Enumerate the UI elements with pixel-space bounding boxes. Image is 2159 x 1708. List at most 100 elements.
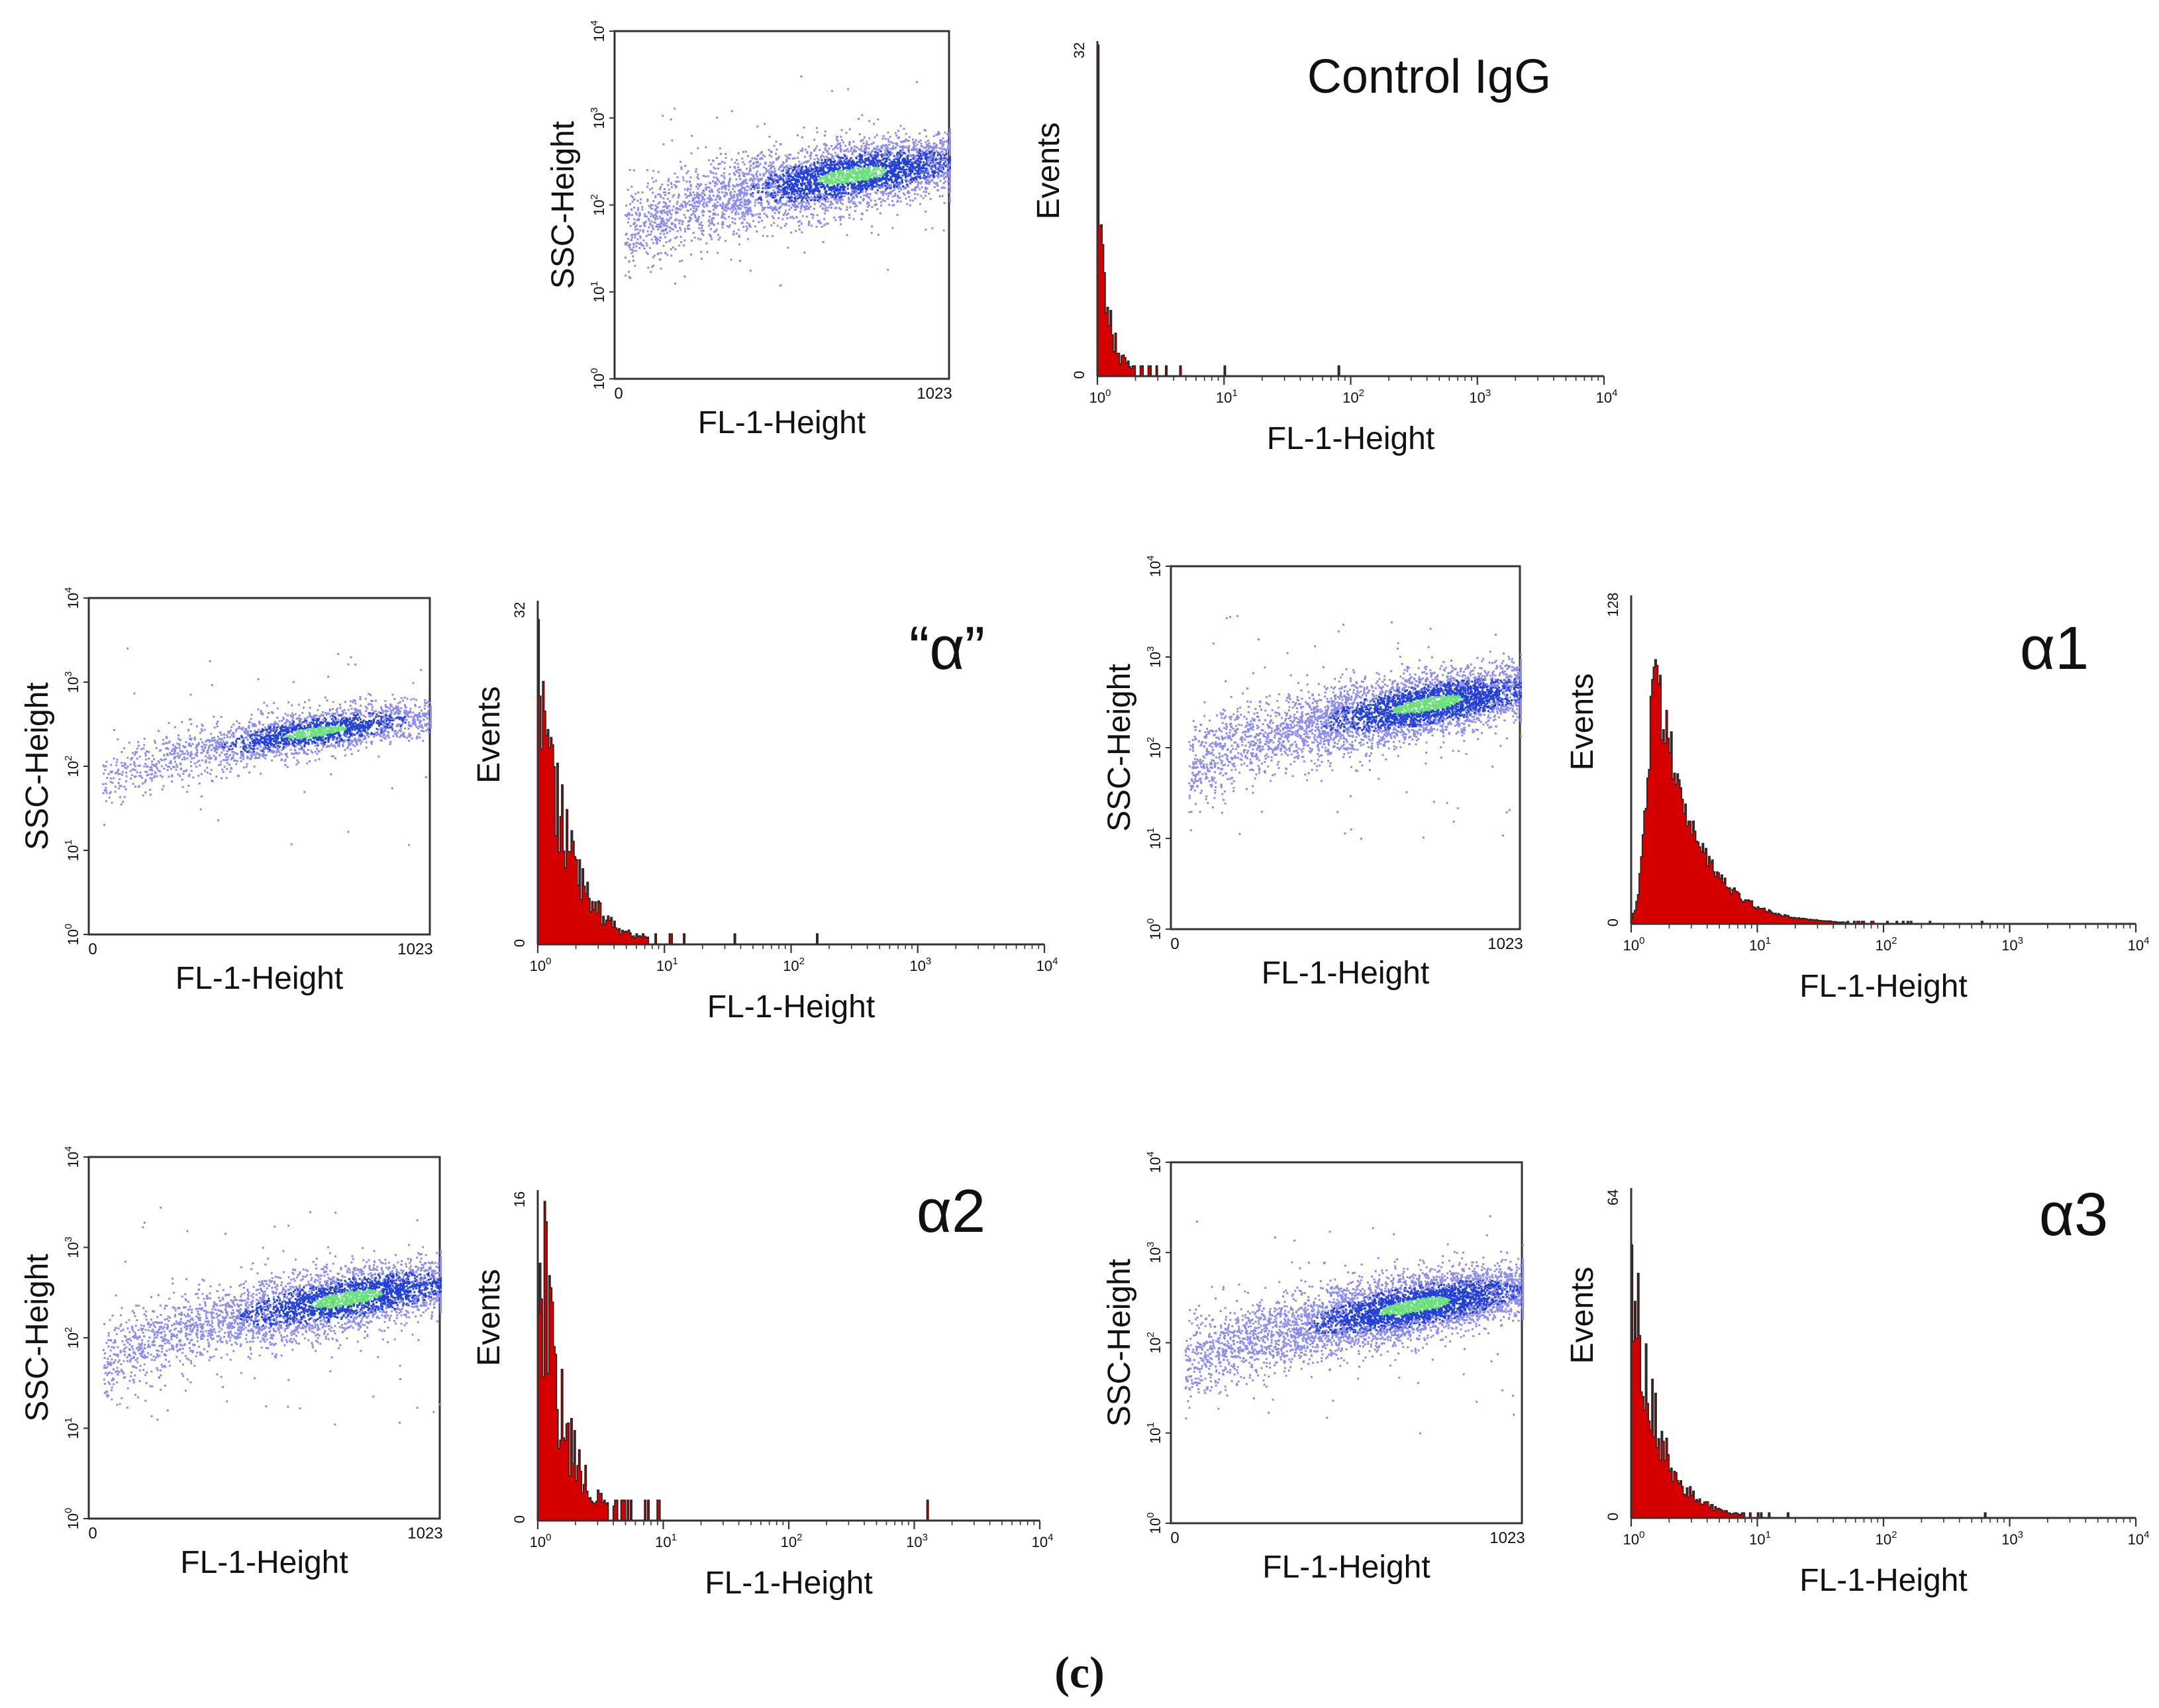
a1-scatter-ytick-label-1: 101 [1145,828,1164,850]
a3-hist-ylabel: Events [1565,1267,1600,1364]
a2-scatter-xtick-label-1: 1023 [407,1525,442,1542]
a3-hist-xtick-label-2: 102 [1876,1529,1897,1548]
a2-hist-chart: 100 101 102 103 104 0 16 FL-1-Height Events α2 [472,1178,1053,1601]
igg-hist-group-title: Control IgG [1307,50,1551,103]
a1-scatter-xtick-label-1: 1023 [1487,935,1523,953]
a1-scatter-xtick-label-0: 0 [1170,935,1179,953]
a2-scatter-xlabel: FL-1-Height [180,1545,348,1580]
igg-scatter-ytick-label-1: 101 [589,281,607,303]
igg-scatter-xtick-label-1: 1023 [917,385,952,403]
a2-hist-xtick-label-1: 101 [655,1532,677,1550]
a3-scatter-ytick-label-0: 100 [1145,1513,1164,1534]
a-hist-xtick-label-3: 103 [909,956,931,974]
a3-hist-ytick-label-0: 0 [1605,1513,1621,1521]
a-hist-xtick-label-1: 101 [656,956,678,974]
igg-hist-chart: 100 101 102 103 104 0 32 FL-1-Height Events Contr… [1031,41,1617,456]
a-hist-ytick-label-1: 32 [511,602,528,618]
a-hist-group-title: “α” [909,615,985,682]
a2-hist-group-title: α2 [917,1178,985,1245]
igg-hist-ytick-label-1: 32 [1071,42,1087,58]
a-scatter-xtick-label-1: 1023 [397,940,432,958]
a2-scatter-ytick-label-1: 101 [63,1417,81,1439]
a-scatter-ylabel: SSC-Height [20,682,55,850]
a3-scatter-xtick-label-0: 0 [1170,1529,1179,1547]
a-scatter-ytick-label-0: 100 [63,924,81,946]
a2-hist-ytick-label-1: 16 [511,1191,528,1207]
charts-layer: 100 101 102 103 104 0 1023 FL-1-Height SSC-Heigh… [20,21,2149,1601]
a-scatter-xlabel: FL-1-Height [176,961,343,996]
a-scatter-ytick-label-2: 102 [63,756,81,778]
a2-scatter-ylabel: SSC-Height [20,1254,55,1421]
a1-scatter-ylabel: SSC-Height [1102,664,1137,831]
a3-scatter-xtick-label-1: 1023 [1489,1529,1525,1547]
a2-scatter-ytick-label-4: 104 [63,1146,81,1168]
a3-hist-xtick-label-0: 100 [1623,1529,1645,1548]
a3-scatter-ytick-label-4: 104 [1145,1152,1164,1174]
igg-scatter-ytick-label-2: 102 [589,194,607,216]
igg-hist-xtick-label-1: 101 [1216,387,1238,406]
a3-hist-ytick-label-1: 64 [1605,1189,1621,1205]
a-scatter-chart: 100 101 102 103 104 0 1023 FL-1-Height SSC-Heigh… [20,587,433,996]
igg-scatter-ytick-label-0: 100 [589,368,607,390]
a1-scatter-chart: 100 101 102 103 104 0 1023 FL-1-Height SSC-Heigh… [1102,556,1523,991]
a-hist-ytick-label-0: 0 [511,939,528,947]
igg-hist-ylabel: Events [1031,123,1066,220]
igg-scatter-events [624,75,951,287]
a2-hist-xtick-label-3: 103 [906,1532,928,1550]
a3-hist-xtick-label-3: 103 [2001,1529,2023,1548]
igg-hist-xtick-label-0: 100 [1089,387,1111,406]
a1-hist-chart: 100 101 102 103 104 0 128 FL-1-Height Events α1 [1565,593,2149,1004]
igg-scatter-ytick-label-4: 104 [589,21,607,42]
a1-scatter-xlabel: FL-1-Height [1262,956,1429,991]
a-scatter-plot-frame [87,597,431,936]
igg-scatter-ytick-label-3: 103 [589,107,607,129]
igg-hist-ytick-label-0: 0 [1071,371,1087,379]
a2-scatter-xtick-label-0: 0 [88,1525,97,1542]
a3-hist-xlabel: FL-1-Height [1799,1563,1967,1598]
a1-hist-xlabel: FL-1-Height [1799,969,1967,1004]
a3-scatter-xlabel: FL-1-Height [1262,1550,1430,1585]
a-hist-xtick-label-2: 102 [783,956,805,974]
a3-hist-xtick-label-4: 104 [2128,1529,2150,1548]
a1-scatter-ytick-label-3: 103 [1145,646,1164,668]
a1-hist-ytick-label-1: 128 [1605,593,1621,617]
igg-scatter-xtick-label-0: 0 [614,385,623,403]
a3-scatter-ytick-label-2: 102 [1145,1332,1164,1354]
a3-scatter-ylabel: SSC-Height [1102,1259,1137,1427]
a2-hist-xlabel: FL-1-Height [705,1566,872,1601]
igg-hist-xtick-label-2: 102 [1342,387,1364,406]
a2-scatter-ytick-label-3: 103 [63,1236,81,1258]
a2-scatter-plot-frame [87,1156,441,1520]
igg-scatter-chart: 100 101 102 103 104 0 1023 FL-1-Height SSC-Heigh… [546,21,952,440]
a1-hist-group-title: α1 [2020,615,2089,682]
a1-scatter-ytick-label-2: 102 [1145,737,1164,759]
a1-scatter-events [1188,615,1522,840]
a-hist-xtick-label-0: 100 [530,956,552,974]
a2-scatter-events [103,1207,442,1426]
igg-scatter-ylabel: SSC-Height [546,121,581,289]
a1-hist-xtick-label-4: 104 [2128,935,2150,954]
a3-scatter-ytick-label-3: 103 [1145,1242,1164,1264]
a-hist-xlabel: FL-1-Height [707,989,875,1025]
a3-scatter-chart: 100 101 102 103 104 0 1023 FL-1-Height SSC-Heigh… [1102,1152,1525,1585]
a-scatter-events [102,647,432,846]
a1-hist-ytick-label-0: 0 [1605,919,1621,927]
igg-hist-xtick-label-4: 104 [1596,387,1618,406]
a3-scatter-ytick-label-1: 101 [1145,1422,1164,1444]
panel-label: (c) [1054,1647,1104,1697]
a1-hist-xtick-label-3: 103 [2001,935,2023,954]
a1-hist-xtick-label-1: 101 [1749,935,1771,954]
igg-scatter-xlabel: FL-1-Height [698,405,866,440]
a2-hist-xtick-label-4: 104 [1032,1532,1054,1550]
igg-hist-xtick-label-3: 103 [1469,387,1491,406]
a1-hist-ylabel: Events [1565,674,1600,771]
a-scatter-xtick-label-0: 0 [88,940,97,958]
igg-hist-xlabel: FL-1-Height [1267,421,1434,456]
a-hist-xtick-label-4: 104 [1036,956,1058,974]
a1-hist-xtick-label-0: 100 [1623,935,1645,954]
a2-scatter-ytick-label-0: 100 [63,1508,81,1530]
a3-hist-xtick-label-1: 101 [1749,1529,1771,1548]
a2-hist-xtick-label-2: 102 [781,1532,803,1550]
a1-scatter-ytick-label-4: 104 [1145,556,1164,578]
